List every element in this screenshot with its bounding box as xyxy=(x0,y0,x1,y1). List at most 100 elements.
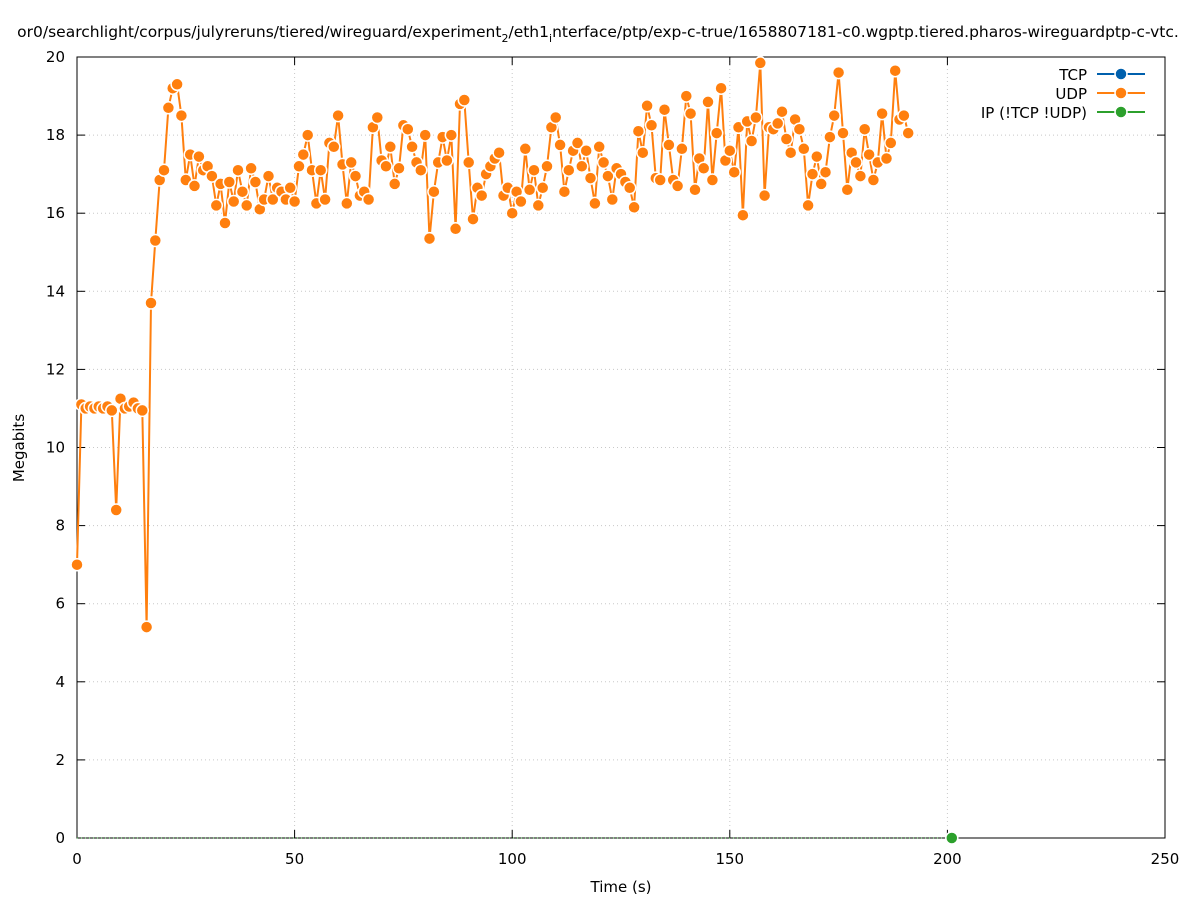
data-point-udp xyxy=(157,163,171,177)
legend-marker-udp xyxy=(1114,86,1128,100)
data-point-udp xyxy=(505,206,519,220)
data-point-udp xyxy=(884,136,898,150)
data-point-udp xyxy=(248,175,263,189)
data-point-udp xyxy=(540,159,554,174)
data-point-udp xyxy=(361,192,376,207)
data-point-udp xyxy=(192,149,206,164)
data-point-udp xyxy=(879,151,894,166)
y-tick-label: 14 xyxy=(46,282,65,300)
data-point-udp xyxy=(474,188,489,203)
legend-entry-tcp: TCP xyxy=(1058,66,1145,84)
x-tick-label: 200 xyxy=(933,850,962,868)
data-point-udp xyxy=(379,159,393,174)
data-point-udp xyxy=(287,194,302,209)
data-point-udp xyxy=(605,192,620,207)
data-point-udp xyxy=(244,161,258,176)
data-point-udp xyxy=(174,108,189,123)
x-axis-label: Time (s) xyxy=(590,878,652,896)
data-point-udp xyxy=(222,175,237,189)
x-tick-label: 50 xyxy=(285,850,304,868)
data-point-udp xyxy=(70,557,84,572)
data-point-ip-tcp-udp xyxy=(945,831,959,845)
legend: TCP UDP IP (!TCP !UDP) xyxy=(981,66,1145,122)
legend-label-tcp: TCP xyxy=(1058,66,1087,84)
data-point-udp xyxy=(688,183,702,197)
data-point-udp xyxy=(814,177,828,191)
data-point-udp xyxy=(161,101,176,115)
data-point-udp xyxy=(709,126,724,140)
data-point-udp xyxy=(583,171,598,185)
series-layer xyxy=(70,56,959,845)
data-point-udp xyxy=(318,192,332,207)
data-point-udp xyxy=(679,89,694,103)
data-point-udp xyxy=(457,93,472,107)
y-tick-label: 8 xyxy=(55,517,65,535)
chart-title: or0/searchlight/corpus/julyreruns/tiered… xyxy=(17,23,1179,45)
data-point-udp xyxy=(744,134,759,148)
data-point-udp xyxy=(705,173,720,187)
data-point-udp xyxy=(492,145,506,160)
data-point-udp xyxy=(849,155,863,170)
data-point-udp xyxy=(514,194,528,209)
data-point-udp xyxy=(622,181,637,195)
data-point-udp xyxy=(444,128,459,142)
data-point-udp xyxy=(640,99,654,113)
data-point-udp xyxy=(901,126,915,140)
data-point-udp xyxy=(757,188,772,203)
data-point-udp xyxy=(296,147,311,162)
x-tick-labels: 0 50 100 150 200 250 xyxy=(72,850,1179,868)
y-tick-label: 10 xyxy=(46,439,65,457)
series-line-udp xyxy=(76,61,910,629)
data-point-udp xyxy=(331,108,345,123)
y-tick-label: 0 xyxy=(55,829,65,847)
data-point-udp xyxy=(466,212,480,226)
data-point-udp xyxy=(797,142,811,156)
data-point-udp xyxy=(644,118,659,133)
data-point-udp xyxy=(261,169,276,183)
data-point-udp xyxy=(657,102,672,117)
y-tick-label: 16 xyxy=(46,204,65,222)
data-point-udp xyxy=(840,183,855,197)
data-point-udp xyxy=(636,145,650,160)
data-point-udp xyxy=(592,140,606,154)
data-point-udp xyxy=(448,222,463,236)
data-point-udp xyxy=(749,110,763,125)
data-point-udp xyxy=(109,503,123,517)
data-point-udp xyxy=(418,128,432,142)
data-point-udp xyxy=(461,155,476,170)
data-point-udp xyxy=(300,128,315,142)
y-tick-label: 2 xyxy=(55,751,65,769)
y-tick-label: 6 xyxy=(55,595,65,613)
data-point-udp xyxy=(266,192,280,207)
data-point-udp xyxy=(440,153,454,168)
data-point-udp xyxy=(683,106,698,121)
data-point-udp xyxy=(827,108,841,123)
data-point-udp xyxy=(139,620,154,634)
data-point-udp xyxy=(327,140,341,154)
data-point-udp xyxy=(218,216,232,230)
x-tick-label: 100 xyxy=(498,850,527,868)
data-point-udp xyxy=(344,155,358,170)
data-point-udp xyxy=(727,165,741,179)
y-axis-label: Megabits xyxy=(10,414,28,482)
data-point-udp xyxy=(836,126,850,140)
data-point-udp xyxy=(148,233,163,248)
data-point-udp xyxy=(135,403,150,418)
data-point-udp xyxy=(205,169,219,183)
data-point-udp xyxy=(897,108,911,123)
legend-marker-tcp xyxy=(1114,67,1128,81)
legend-label-udp: UDP xyxy=(1055,85,1087,103)
x-tick-label: 250 xyxy=(1151,850,1180,868)
data-point-udp xyxy=(522,183,537,197)
data-point-udp xyxy=(601,169,615,183)
data-point-udp xyxy=(531,198,546,213)
data-point-udp xyxy=(810,149,824,164)
data-point-udp xyxy=(875,106,889,121)
data-point-udp xyxy=(696,161,711,176)
data-point-udp xyxy=(518,142,533,156)
data-point-udp xyxy=(557,184,572,199)
data-point-udp xyxy=(888,63,902,78)
data-point-udp xyxy=(401,122,415,136)
data-point-udp xyxy=(235,184,250,199)
